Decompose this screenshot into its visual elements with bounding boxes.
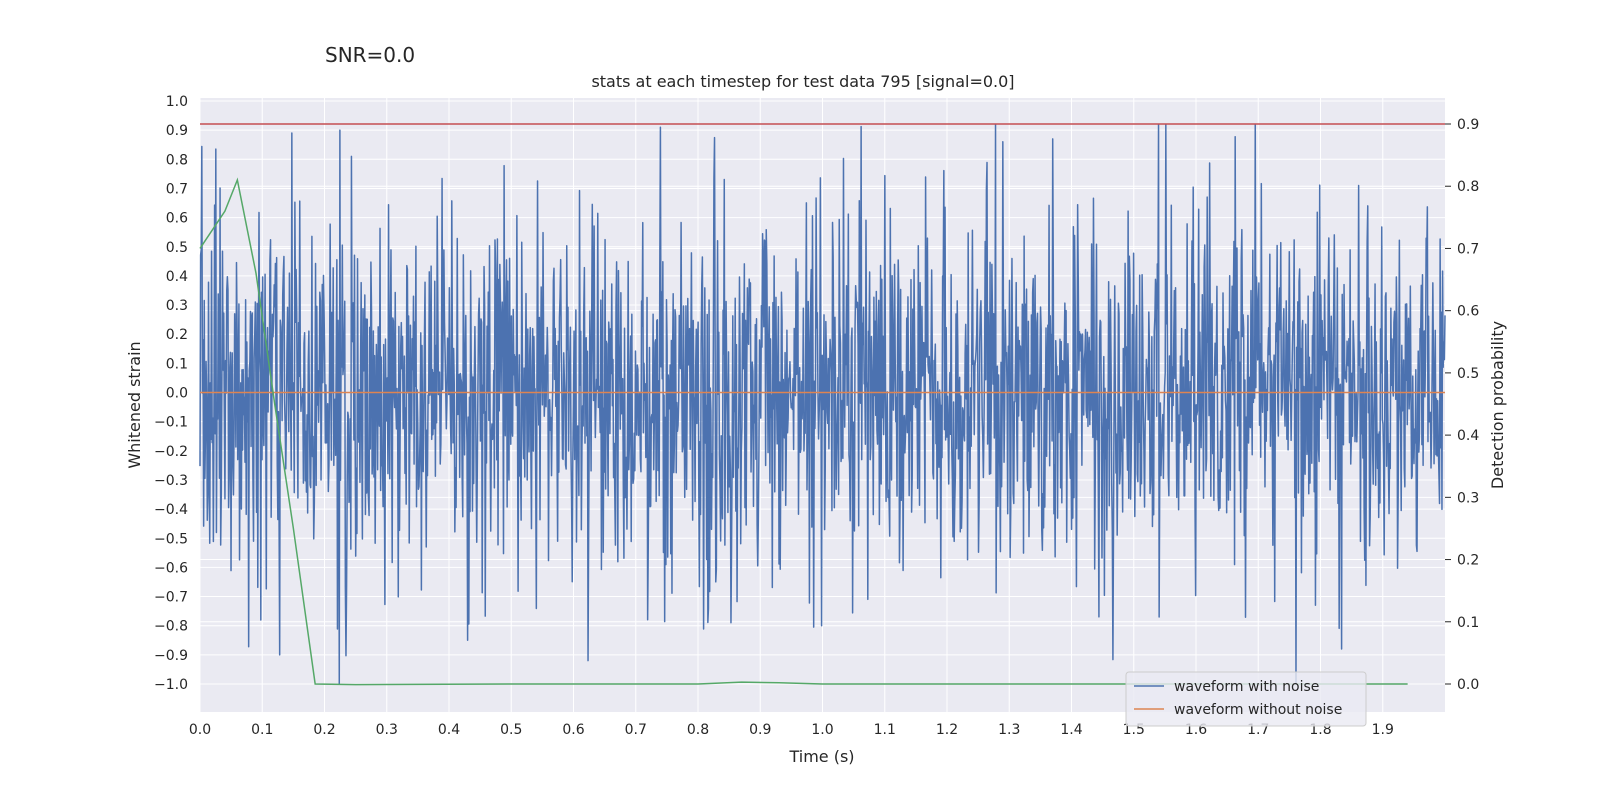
chart-title: stats at each timestep for test data 795… [591, 72, 1014, 91]
y-tick-label: −0.9 [154, 648, 188, 664]
y-tick-label: −0.4 [154, 502, 188, 518]
y-tick-label-right: 0.9 [1457, 117, 1479, 133]
legend-label-clean: waveform without noise [1174, 702, 1342, 718]
x-tick-label: 0.0 [189, 722, 211, 738]
series-waveform-with-noise [199, 123, 1446, 685]
x-ticks: 0.0 0.1 0.2 0.3 0.4 0.5 0.6 0.7 0.8 0.9 1.0 1.1 1.2 1… [189, 722, 1394, 738]
y-tick-label-right: 0.4 [1457, 428, 1479, 444]
y-tick-label: 0.6 [166, 211, 188, 227]
y-axis-label-right: Detection probability [1488, 321, 1507, 489]
series-detection-probability [199, 177, 1408, 686]
y-tick-label: 0.5 [166, 240, 188, 256]
legend-box [1125, 671, 1367, 727]
legend: waveform with noise waveform without noi… [1125, 671, 1367, 727]
x-tick-label: 0.5 [500, 722, 522, 738]
x-tick-label: 1.9 [1372, 722, 1394, 738]
y-tick-label-right: 0.8 [1457, 179, 1479, 195]
x-tick-label: 0.9 [749, 722, 771, 738]
y-tick-label-right: 0.6 [1457, 304, 1479, 320]
y-tick-label: −0.1 [154, 415, 188, 431]
y-tick-label: 0.1 [166, 356, 188, 372]
series-layer [199, 123, 1446, 686]
y-tick-label: 0.9 [166, 123, 188, 139]
y-tick-label: −0.3 [154, 473, 188, 489]
y-ticks-right: 0.9 0.8 0.7 0.6 0.5 0.4 0.3 0.2 0.1 0.0 [1445, 117, 1479, 693]
x-axis-label: Time (s) [788, 747, 854, 766]
x-tick-label: 0.2 [313, 722, 335, 738]
y-tick-label: −0.8 [154, 619, 188, 635]
y-tick-label-right: 0.0 [1457, 677, 1479, 693]
y-tick-label: −0.7 [154, 590, 188, 606]
y-tick-label: −1.0 [154, 677, 188, 693]
y-tick-label: −0.6 [154, 560, 188, 576]
suptitle: SNR=0.0 [325, 43, 415, 67]
x-tick-label: 0.3 [376, 722, 398, 738]
y-ticks: 1.0 0.9 0.8 0.7 0.6 0.5 0.4 0.3 0.2 0.1 0.0 −0.1 −0.… [154, 94, 188, 693]
y-tick-label: 0.4 [166, 269, 188, 285]
x-tick-label: 1.1 [874, 722, 896, 738]
x-tick-label: 0.8 [687, 722, 709, 738]
y-tick-label: −0.5 [154, 531, 188, 547]
y-tick-label-right: 0.1 [1457, 615, 1479, 631]
x-tick-label: 0.4 [438, 722, 460, 738]
x-tick-label: 1.0 [811, 722, 833, 738]
x-tick-label: 1.2 [936, 722, 958, 738]
legend-label-noise: waveform with noise [1174, 679, 1319, 695]
y-tick-label-right: 0.2 [1457, 553, 1479, 569]
y-tick-label-right: 0.7 [1457, 241, 1479, 257]
y-tick-label: 1.0 [166, 94, 188, 110]
y-tick-label: 0.2 [166, 327, 188, 343]
y-tick-label-right: 0.5 [1457, 366, 1479, 382]
x-tick-label: 0.6 [562, 722, 584, 738]
y-tick-label-right: 0.3 [1457, 490, 1479, 506]
x-tick-label: 0.1 [251, 722, 273, 738]
y-tick-label: 0.7 [166, 181, 188, 197]
y-axis-label: Whitened strain [125, 341, 144, 468]
x-tick-label: 1.3 [998, 722, 1020, 738]
y-tick-label: 0.3 [166, 298, 188, 314]
y-tick-label: −0.2 [154, 444, 188, 460]
x-tick-label: 0.7 [625, 722, 647, 738]
x-tick-label: 1.4 [1060, 722, 1082, 738]
y-tick-label: 0.8 [166, 152, 188, 168]
y-tick-label: 0.0 [166, 386, 188, 402]
